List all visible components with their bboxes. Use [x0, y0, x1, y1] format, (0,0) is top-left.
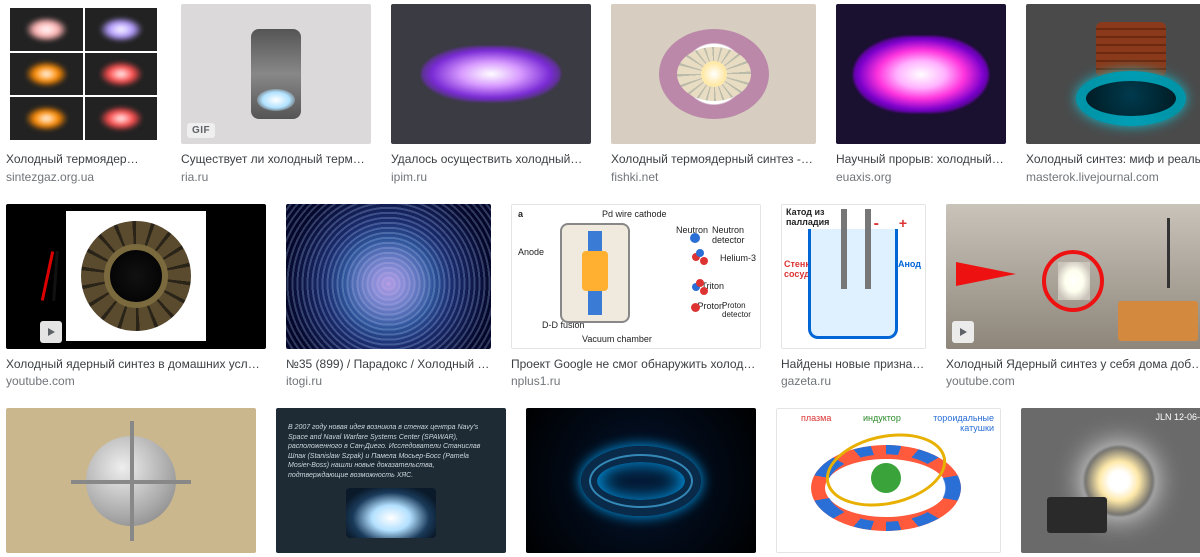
result-caption: Холодный синтез: миф и реальнос… mastero…	[1026, 152, 1200, 184]
thumb-art	[1076, 22, 1186, 126]
result-thumbnail[interactable]	[526, 408, 756, 553]
result-caption: Холодный термоядер… sintezgaz.org.ua	[6, 152, 161, 184]
corner-text: JLN 12-06-98	[1155, 412, 1200, 422]
result-source[interactable]: youtube.com	[946, 374, 1200, 388]
thumb-art	[581, 446, 701, 516]
result-caption: Холодный ядерный синтез в домашних услов…	[6, 357, 266, 389]
thumb-art	[66, 211, 206, 341]
result-title[interactable]: Проект Google не смог обнаружить холодн…	[511, 357, 761, 373]
result-caption: Проект Google не смог обнаружить холодн……	[511, 357, 761, 389]
result-tile: a Pd wire cathode Anode Neutron Neutron …	[511, 204, 761, 389]
result-thumbnail[interactable]	[391, 4, 591, 144]
thumb-art	[346, 488, 436, 538]
result-tile	[6, 408, 256, 553]
thumb-art	[946, 204, 1200, 349]
result-caption: №35 (899) / Парадокс / Холодный расчет i…	[286, 357, 491, 389]
result-tile: GIF Существует ли холодный термоя… ria.r…	[181, 4, 371, 184]
result-thumbnail[interactable]	[836, 4, 1006, 144]
gif-badge: GIF	[187, 123, 215, 138]
result-thumbnail[interactable]	[1026, 4, 1200, 144]
thumb-art: Катод из палладия Стенки сосуда Анод Тяж…	[782, 205, 925, 348]
result-title[interactable]: Найдены новые признаки …	[781, 357, 926, 373]
thumb-art	[6, 4, 161, 144]
slide-text: В 2007 году новая идея возникла в стенах…	[288, 423, 494, 480]
result-tile: Катод из палладия Стенки сосуда Анод Тяж…	[781, 204, 926, 389]
result-tile: Удалось осуществить холодный… ipim.ru	[391, 4, 591, 184]
result-tile: Холодный ядерный синтез в домашних услов…	[6, 204, 266, 389]
thumb-art	[251, 29, 301, 119]
thumb-art	[421, 46, 561, 102]
thumb-art	[853, 36, 989, 113]
thumb-art	[86, 436, 176, 526]
result-thumbnail[interactable]	[611, 4, 816, 144]
result-tile: №35 (899) / Парадокс / Холодный расчет i…	[286, 204, 491, 389]
results-row: Холодный термоядер… sintezgaz.org.ua GIF…	[6, 4, 1194, 184]
result-caption: Научный прорыв: холодный ядерн… euaxis.o…	[836, 152, 1006, 184]
result-title[interactable]: Научный прорыв: холодный ядерн…	[836, 152, 1006, 168]
result-title[interactable]: Существует ли холодный термоя…	[181, 152, 371, 168]
result-thumbnail[interactable]	[946, 204, 1200, 349]
result-source[interactable]: sintezgaz.org.ua	[6, 170, 161, 184]
result-source[interactable]: ipim.ru	[391, 170, 591, 184]
play-icon	[40, 321, 62, 343]
result-thumbnail[interactable]: Катод из палладия Стенки сосуда Анод Тяж…	[781, 204, 926, 349]
thumb-art: a Pd wire cathode Anode Neutron Neutron …	[512, 205, 760, 348]
result-thumbnail[interactable]: GIF	[181, 4, 371, 144]
result-tile: Холодный Ядерный синтез у себя дома добы…	[946, 204, 1200, 389]
result-thumbnail[interactable]	[286, 204, 491, 349]
result-tile: JLN 12-06-98	[1021, 408, 1200, 553]
thumb-art	[659, 29, 769, 119]
result-thumbnail[interactable]: В 2007 году новая идея возникла в стенах…	[276, 408, 506, 553]
result-tile: плазма индуктор тороидальные катушки	[776, 408, 1001, 553]
result-tile	[526, 408, 756, 553]
result-source[interactable]: ria.ru	[181, 170, 371, 184]
result-source[interactable]: itogi.ru	[286, 374, 491, 388]
result-source[interactable]: gazeta.ru	[781, 374, 926, 388]
result-tile: Холодный термоядерный синтез - Утеря… fi…	[611, 4, 816, 184]
result-title[interactable]: Холодный синтез: миф и реальнос…	[1026, 152, 1200, 168]
result-source[interactable]: youtube.com	[6, 374, 266, 388]
thumb-art	[286, 204, 491, 349]
result-source[interactable]: masterok.livejournal.com	[1026, 170, 1200, 184]
result-tile: Научный прорыв: холодный ядерн… euaxis.o…	[836, 4, 1006, 184]
result-caption: Холодный Ядерный синтез у себя дома добы…	[946, 357, 1200, 389]
result-caption: Холодный термоядерный синтез - Утеря… fi…	[611, 152, 816, 184]
image-results-grid: Холодный термоядер… sintezgaz.org.ua GIF…	[0, 0, 1200, 557]
result-caption: Существует ли холодный термоя… ria.ru	[181, 152, 371, 184]
result-source[interactable]: nplus1.ru	[511, 374, 761, 388]
result-thumbnail[interactable]: a Pd wire cathode Anode Neutron Neutron …	[511, 204, 761, 349]
result-tile: Холодный термоядер… sintezgaz.org.ua	[6, 4, 161, 184]
thumb-art	[1047, 497, 1107, 533]
result-title[interactable]: Холодный ядерный синтез в домашних услов…	[6, 357, 266, 373]
results-row: В 2007 году новая идея возникла в стенах…	[6, 408, 1194, 553]
result-title[interactable]: Холодный Ядерный синтез у себя дома добы…	[946, 357, 1200, 373]
result-tile: В 2007 году новая идея возникла в стенах…	[276, 408, 506, 553]
result-source[interactable]: euaxis.org	[836, 170, 1006, 184]
result-title[interactable]: №35 (899) / Парадокс / Холодный расчет	[286, 357, 491, 373]
result-thumbnail[interactable]	[6, 408, 256, 553]
result-title[interactable]: Холодный термоядерный синтез - Утеря…	[611, 152, 816, 168]
result-thumbnail[interactable]: JLN 12-06-98	[1021, 408, 1200, 553]
results-row: Холодный ядерный синтез в домашних услов…	[6, 204, 1194, 389]
thumb-art: плазма индуктор тороидальные катушки	[777, 409, 1000, 552]
result-title[interactable]: Холодный термоядер…	[6, 152, 161, 168]
result-caption: Найдены новые признаки … gazeta.ru	[781, 357, 926, 389]
result-thumbnail[interactable]	[6, 4, 161, 144]
result-thumbnail[interactable]: плазма индуктор тороидальные катушки	[776, 408, 1001, 553]
result-title[interactable]: Удалось осуществить холодный…	[391, 152, 591, 168]
result-tile: Холодный синтез: миф и реальнос… mastero…	[1026, 4, 1200, 184]
result-source[interactable]: fishki.net	[611, 170, 816, 184]
result-caption: Удалось осуществить холодный… ipim.ru	[391, 152, 591, 184]
result-thumbnail[interactable]	[6, 204, 266, 349]
play-icon	[952, 321, 974, 343]
